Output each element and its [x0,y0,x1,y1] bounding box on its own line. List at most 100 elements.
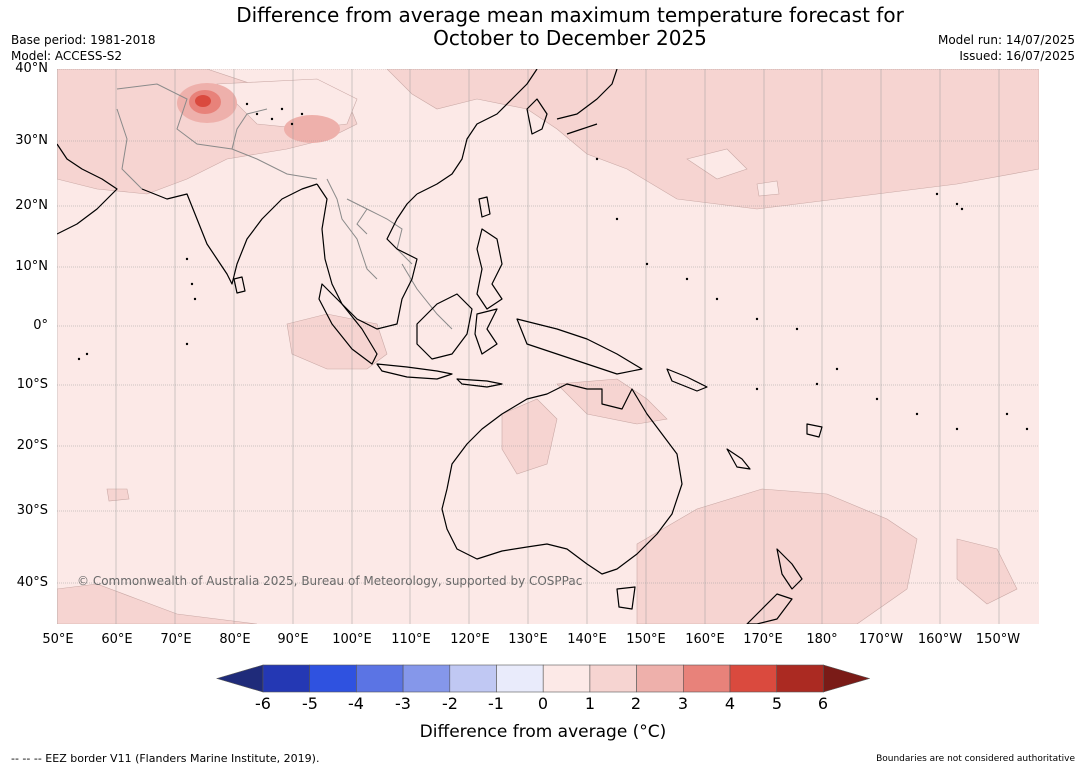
colorbar-extend-high [823,664,870,693]
colorbar-cell [309,664,357,693]
anomaly-new-zealand [636,488,918,624]
coast-new-guinea [516,318,643,375]
lat-label-10n: 10°N [15,259,48,274]
coast-arabia [57,143,118,235]
title-line-1: Difference from average mean maximum tem… [236,3,904,27]
model-run: Model run: 14/07/2025 [937,33,1075,47]
coast-nz-south [746,593,793,624]
lat-label-40s: 40°S [16,575,48,590]
coast-borneo [416,293,473,360]
anomaly-small-west [106,488,130,502]
coast-taiwan [478,196,491,218]
colorbar-tick: 0 [537,694,549,713]
hotspot-himalaya [177,83,340,143]
boundaries-disclaimer: Boundaries are not considered authoritat… [876,754,1075,764]
model-name: Model: ACCESS-S2 [11,49,123,63]
lon-label-170w: 170°W [858,632,904,647]
colorbar [216,664,870,693]
colorbar-tick: 3 [677,694,689,713]
colorbar-tick: -4 [348,694,364,713]
coast-philippines [476,228,503,310]
coast-korea [526,98,548,135]
meta-right: Model run: 14/07/2025 Issued: 16/07/2025 [938,32,1075,64]
coast-china [416,69,538,195]
coast-indochina [316,183,418,330]
colorbar-cell [589,664,637,693]
anomaly-southern-ocean [57,583,258,624]
colorbar-tick: 6 [817,694,829,713]
lon-label-180: 180° [806,632,838,647]
colorbar-label: Difference from average (°C) [419,722,667,742]
colorbar-cell [776,664,824,693]
lon-label-160w: 160°W [917,632,963,647]
coast-lesser-sunda [456,378,503,388]
lat-label-20n: 20°N [15,198,48,213]
coastlines [57,69,823,624]
anomaly-china-japan [386,69,1039,210]
lat-label-30s: 30°S [16,503,48,518]
colorbar-tick: -3 [395,694,411,713]
colorbar-tick: 2 [630,694,642,713]
lon-label-160e: 160°E [685,632,725,647]
colorbar-cell [729,664,778,693]
colorbar-tick: 5 [771,694,783,713]
lat-label-40n: 40°N [15,61,48,76]
coast-sri-lanka [233,276,246,294]
coast-fiji [806,423,823,438]
meta-left: Base period: 1981-2018 Model: ACCESS-S2 [11,32,156,64]
coast-solomons [666,368,708,392]
colorbar-tick: -5 [302,694,318,713]
colorbar-cell [449,664,497,693]
graticule [57,69,1039,624]
anomaly-south-pacific [956,538,1018,605]
title-line-2: October to December 2025 [433,26,707,50]
lat-label-10s: 10°S [16,377,48,392]
coast-sulawesi [474,308,498,355]
forecast-map [57,69,1039,624]
lon-label-120e: 120°E [450,632,490,647]
small-islands [77,102,1029,431]
colorbar-cell [542,664,591,693]
colorbar-tick: -2 [442,694,458,713]
eez-border-note: -- -- -- EEZ border V11 (Flanders Marine… [11,752,320,765]
lon-label-150w: 150°W [975,632,1021,647]
colorbar-cell [402,664,451,693]
lat-label-0: 0° [33,318,48,333]
coast-new-caledonia [726,448,751,470]
coast-india [141,183,318,285]
coast-java [376,363,453,380]
lon-label-80e: 80°E [219,632,251,647]
colorbar-tick: 4 [724,694,736,713]
lon-label-70e: 70°E [160,632,192,647]
colorbar-tick: 1 [584,694,596,713]
lon-label-150e: 150°E [626,632,666,647]
lon-label-100e: 100°E [332,632,372,647]
coast-japan [556,69,618,135]
colorbar-tick: -6 [255,694,271,713]
coast-tasmania [616,586,636,610]
lon-label-50e: 50°E [42,632,74,647]
anomaly-indian-ocean [286,313,388,370]
coast-nz-north [776,548,803,590]
coast-australia [441,383,683,575]
colorbar-cell [636,664,684,693]
lon-label-170e: 170°E [743,632,783,647]
lon-label-140e: 140°E [567,632,607,647]
lon-label-90e: 90°E [277,632,309,647]
colorbar-extend-low [216,664,264,693]
lon-label-110e: 110°E [391,632,431,647]
colorbar-cell [262,664,311,693]
colorbar-cell [682,664,731,693]
issued-date: Issued: 16/07/2025 [959,49,1075,63]
coast-sumatra [318,283,378,365]
lon-label-130e: 130°E [508,632,548,647]
base-period: Base period: 1981-2018 [11,33,156,47]
copyright-notice: © Commonwealth of Australia 2025, Bureau… [77,574,583,588]
map-title: Difference from average mean maximum tem… [200,4,940,50]
lat-label-20s: 20°S [16,438,48,453]
colorbar-tick: -1 [488,694,504,713]
colorbar-cell [356,664,404,693]
lon-label-60e: 60°E [101,632,133,647]
colorbar-cell [496,664,544,693]
lat-label-30n: 30°N [15,133,48,148]
